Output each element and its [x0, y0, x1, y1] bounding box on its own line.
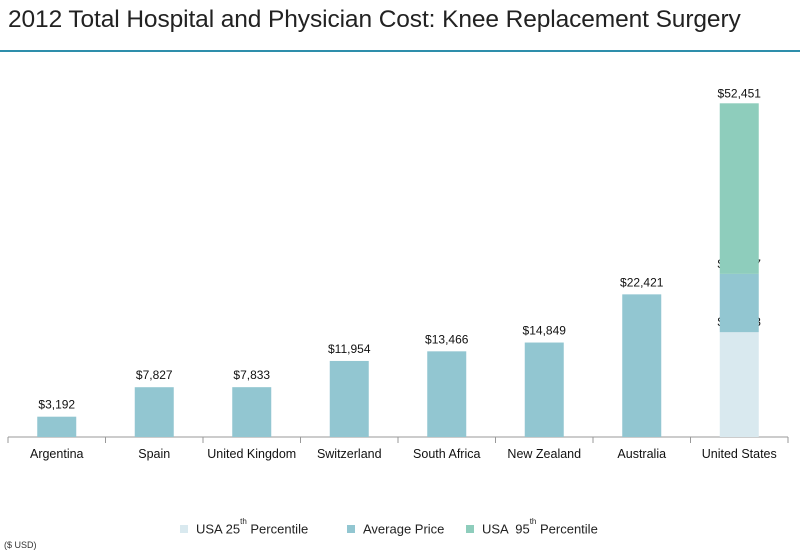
- bar-united-states-segment-usa-95th-percentile: [719, 103, 759, 274]
- unit-note: ($ USD): [4, 540, 37, 550]
- bar-united-kingdom: [232, 387, 272, 437]
- data-label-spain: $7,827: [136, 368, 173, 382]
- bar-chart: $3,192 Argentina $7,827 Spain $7,833 United K…: [7, 86, 789, 461]
- data-label-switzerland: $11,954: [328, 342, 371, 356]
- bar-new-zealand: [524, 342, 564, 437]
- x-tick-label-switzerland: Switzerland: [317, 447, 382, 461]
- legend-label-usa-95th: USA 95th Percentile: [482, 517, 598, 537]
- x-tick-label-australia: Australia: [617, 447, 666, 461]
- legend-item-usa-95th: USA 95th Percentile: [466, 517, 598, 537]
- x-tick-label-united-kingdom: United Kingdom: [207, 447, 296, 461]
- bar-united-states-segment-average-price: [719, 273, 759, 333]
- bar-south-africa: [427, 351, 467, 437]
- legend-swatch-usa-95th: [466, 524, 474, 533]
- data-label-australia: $22,421: [620, 275, 664, 289]
- legend-label-average-price: Average Price: [363, 521, 445, 537]
- legend-swatch-usa-25th: [180, 524, 188, 533]
- bar-united-states-segment-usa-25th-percentile: [719, 332, 759, 437]
- data-label-united-states-usa-95th-percentile: $52,451: [718, 86, 762, 100]
- x-tick-label-united-states: United States: [702, 447, 777, 461]
- x-tick-label-south-africa: South Africa: [413, 447, 480, 461]
- bar-switzerland: [329, 360, 369, 437]
- x-tick-label-new-zealand: New Zealand: [507, 447, 581, 461]
- data-label-south-africa: $13,466: [425, 332, 469, 346]
- chart-title: 2012 Total Hospital and Physician Cost: …: [8, 6, 741, 33]
- title-rule: [0, 50, 800, 52]
- legend-item-average-price: Average Price: [347, 521, 444, 536]
- legend-label-usa-25th: USA 25th Percentile: [196, 517, 309, 537]
- data-label-new-zealand: $14,849: [523, 324, 567, 338]
- x-tick-label-argentina: Argentina: [30, 447, 84, 461]
- x-tick-label-spain: Spain: [138, 447, 170, 461]
- bar-australia: [622, 294, 662, 437]
- bar-spain: [134, 387, 174, 437]
- legend-swatch-average-price: [347, 524, 355, 533]
- legend: USA 25th Percentile Average Price USA 95…: [0, 517, 800, 539]
- data-label-argentina: $3,192: [38, 398, 75, 412]
- data-label-united-kingdom: $7,833: [233, 368, 270, 382]
- legend-item-usa-25th: USA 25th Percentile: [180, 517, 309, 537]
- bar-argentina: [37, 416, 77, 437]
